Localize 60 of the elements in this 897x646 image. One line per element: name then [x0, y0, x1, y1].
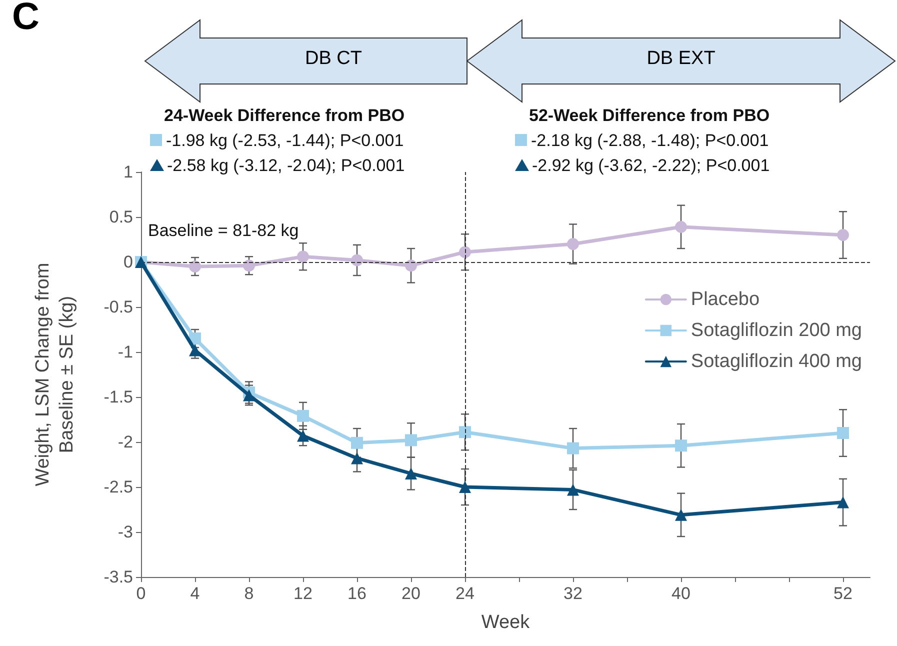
point — [405, 468, 417, 480]
point — [459, 481, 471, 493]
x-axis-title: Week — [481, 612, 530, 633]
text: DB EXT — [646, 48, 716, 70]
y-tick-label: -3 — [118, 522, 133, 542]
point — [837, 496, 849, 508]
text: 52-Week Difference from PBO — [529, 105, 770, 127]
x-tick-label: 40 — [672, 584, 690, 603]
y-tick-label: -2 — [118, 432, 133, 452]
point — [675, 440, 687, 452]
x-tick-label: 4 — [190, 584, 200, 603]
text: -2.18 kg (-2.88, -1.48); P<0.001 — [530, 130, 770, 152]
y-tick-label: 1 — [124, 162, 133, 182]
annotation: -2.58 kg (-3.12, -2.04); P<0.001 — [166, 155, 405, 177]
x-tick-label: 20 — [402, 584, 420, 603]
x-tick-label: 8 — [244, 584, 254, 603]
y-tick-label: -1 — [118, 342, 133, 362]
point — [405, 260, 417, 272]
point — [243, 260, 255, 272]
point — [567, 238, 579, 250]
point — [297, 410, 309, 422]
point — [675, 508, 687, 521]
annotation: -2.92 kg (-3.62, -2.22); P<0.001 — [531, 155, 770, 177]
annotation: Baseline = 81-82 kg — [148, 221, 299, 241]
y-tick-label: 0 — [124, 252, 133, 272]
point — [297, 250, 309, 263]
point — [675, 220, 687, 233]
y-tick-label: 0.5 — [109, 208, 133, 226]
text: DB CT — [304, 48, 363, 70]
point — [405, 434, 417, 446]
legend-label: Placebo — [690, 289, 760, 310]
point — [459, 426, 471, 438]
y-tick-label: -2.5 — [104, 478, 133, 496]
x-tick-label: 24 — [456, 584, 474, 603]
point — [351, 254, 363, 266]
y-axis-title: Weight, LSM Change from Baseline ± SE (kg) — [32, 262, 78, 486]
point — [567, 442, 579, 454]
y-tick-label: -1.5 — [104, 388, 133, 406]
text: 24-Week Difference from PBO — [164, 105, 405, 127]
x-tick-label: 0 — [136, 584, 146, 603]
point — [297, 430, 309, 442]
point — [459, 246, 471, 258]
legend-label: Sotagliflozin 200 mg — [690, 320, 862, 341]
point — [351, 436, 363, 449]
point — [837, 229, 849, 241]
text: C — [12, 0, 40, 39]
x-tick-label: 52 — [834, 584, 852, 603]
point — [189, 344, 201, 356]
point — [567, 484, 579, 496]
x-tick-label: 32 — [564, 584, 582, 603]
point — [243, 389, 255, 402]
point — [837, 427, 849, 439]
y-tick-label: -0.5 — [104, 298, 133, 316]
point — [189, 260, 201, 272]
x-tick-label: 12 — [294, 584, 312, 603]
text: -1.98 kg (-2.53, -1.44); P<0.001 — [165, 130, 405, 152]
point — [351, 452, 363, 464]
x-tick-label: 16 — [348, 584, 366, 603]
y-tick-label: -3.5 — [104, 568, 133, 586]
legend-label: Sotagliflozin 400 mg — [690, 351, 862, 372]
